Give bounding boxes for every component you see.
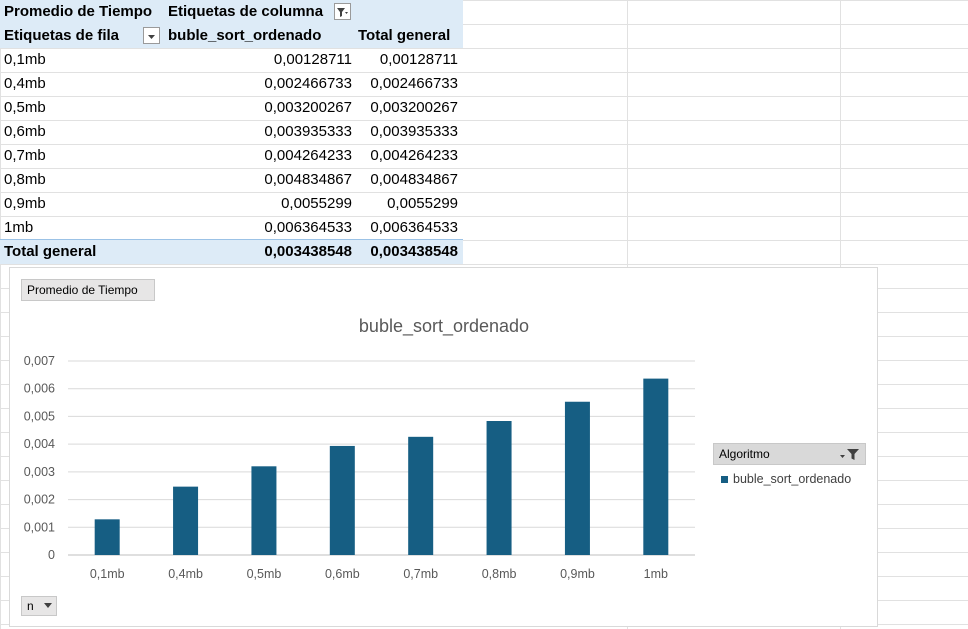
table-row: 0,1mb 0,00128711 0,00128711 [0, 48, 463, 72]
legend-label: buble_sort_ordenado [733, 472, 852, 486]
pivot-header-row-2: Etiquetas de fila buble_sort_ordenado To… [0, 24, 463, 48]
row-value[interactable]: 0,004264233 [264, 147, 352, 164]
row-label[interactable]: 0,7mb [4, 147, 46, 164]
table-row: 0,5mb 0,003200267 0,003200267 [0, 96, 463, 120]
row-label[interactable]: 0,6mb [4, 123, 46, 140]
bar[interactable] [408, 436, 434, 555]
row-total[interactable]: 0,003935333 [370, 123, 458, 140]
row-value[interactable]: 0,0055299 [281, 195, 352, 212]
table-row: 1mb 0,006364533 0,006364533 [0, 216, 463, 240]
grand-total-total: 0,003438548 [370, 243, 458, 260]
column-filter-button[interactable] [334, 3, 351, 20]
bar[interactable] [564, 401, 590, 555]
x-tick-label: 0,1mb [90, 567, 125, 581]
row-labels-header[interactable]: Etiquetas de fila [4, 27, 120, 44]
x-tick-label: 0,4mb [168, 567, 203, 581]
y-tick-label: 0 [48, 548, 55, 562]
row-total[interactable]: 0,0055299 [387, 195, 458, 212]
value-field-label[interactable]: Promedio de Tiempo [4, 3, 153, 20]
filter-icon [337, 8, 348, 17]
table-row: 0,6mb 0,003935333 0,003935333 [0, 120, 463, 144]
filter-icon [840, 449, 859, 460]
chart-title: buble_sort_ordenado [358, 316, 530, 336]
row-label[interactable]: 0,9mb [4, 195, 46, 212]
bar[interactable] [643, 378, 669, 555]
grand-total-row: Total general 0,003438548 0,003438548 [0, 239, 463, 264]
value-field-button[interactable]: Promedio de Tiempo [21, 279, 155, 301]
grand-total-value: 0,003438548 [264, 243, 352, 260]
row-value[interactable]: 0,004834867 [264, 171, 352, 188]
x-tick-label: 0,8mb [482, 567, 517, 581]
row-value[interactable]: 0,002466733 [264, 75, 352, 92]
chevron-down-icon [148, 35, 155, 39]
series-header: buble_sort_ordenado [168, 27, 322, 44]
legend-swatch [721, 476, 728, 484]
legend-field-label: Algoritmo [719, 447, 770, 461]
x-tick-label: 1mb [644, 567, 668, 581]
y-tick-label: 0,004 [24, 437, 55, 451]
chevron-down-icon [44, 603, 52, 608]
grand-total-label: Total general [4, 243, 97, 260]
row-total[interactable]: 0,003200267 [370, 99, 458, 116]
legend-field-button[interactable]: Algoritmo [713, 443, 866, 465]
table-row: 0,4mb 0,002466733 0,002466733 [0, 72, 463, 96]
pivot-header-row-1: Promedio de Tiempo Etiquetas de columna [0, 0, 463, 24]
bar[interactable] [329, 445, 355, 555]
y-tick-label: 0,002 [24, 493, 55, 507]
row-label[interactable]: 0,8mb [4, 171, 46, 188]
row-total[interactable]: 0,006364533 [370, 219, 458, 236]
row-label[interactable]: 0,5mb [4, 99, 46, 116]
y-tick-label: 0,005 [24, 409, 55, 423]
row-filter-button[interactable] [143, 27, 160, 44]
y-tick-label: 0,003 [24, 465, 55, 479]
x-tick-label: 0,6mb [325, 567, 360, 581]
bar[interactable] [94, 519, 120, 555]
row-label[interactable]: 0,4mb [4, 75, 46, 92]
row-total[interactable]: 0,002466733 [370, 75, 458, 92]
chart-plot: 0 0,001 0,002 0,003 0,004 0,005 0,006 0,007 0,1m… [24, 354, 695, 581]
table-row: 0,7mb 0,004264233 0,004264233 [0, 144, 463, 168]
row-value[interactable]: 0,00128711 [273, 51, 352, 68]
x-tick-label: 0,7mb [403, 567, 438, 581]
y-tick-label: 0,006 [24, 382, 55, 396]
row-label[interactable]: 1mb [4, 219, 34, 236]
row-label[interactable]: 0,1mb [4, 51, 46, 68]
row-total[interactable]: 0,004264233 [370, 147, 458, 164]
pivot-chart[interactable]: Promedio de Tiempo buble_sort_ordenado 0… [9, 267, 878, 627]
total-header: Total general [358, 27, 451, 44]
row-total[interactable]: 0,00128711 [379, 51, 458, 68]
row-value[interactable]: 0,003935333 [264, 123, 352, 140]
x-tick-label: 0,9mb [560, 567, 595, 581]
y-tick-label: 0,001 [24, 520, 55, 534]
x-tick-label: 0,5mb [247, 567, 282, 581]
table-row: 0,8mb 0,004834867 0,004834867 [0, 168, 463, 192]
bar[interactable] [251, 466, 277, 555]
row-value[interactable]: 0,003200267 [264, 99, 352, 116]
axis-field-label: n [27, 599, 34, 613]
column-labels-header[interactable]: Etiquetas de columna [168, 3, 324, 20]
bar[interactable] [486, 421, 512, 555]
legend-entry: buble_sort_ordenado [721, 472, 851, 486]
table-row: 0,9mb 0,0055299 0,0055299 [0, 192, 463, 216]
row-value[interactable]: 0,006364533 [264, 219, 352, 236]
bar[interactable] [173, 486, 199, 555]
row-total[interactable]: 0,004834867 [370, 171, 458, 188]
axis-field-button[interactable]: n [21, 596, 57, 616]
y-tick-label: 0,007 [24, 354, 55, 368]
